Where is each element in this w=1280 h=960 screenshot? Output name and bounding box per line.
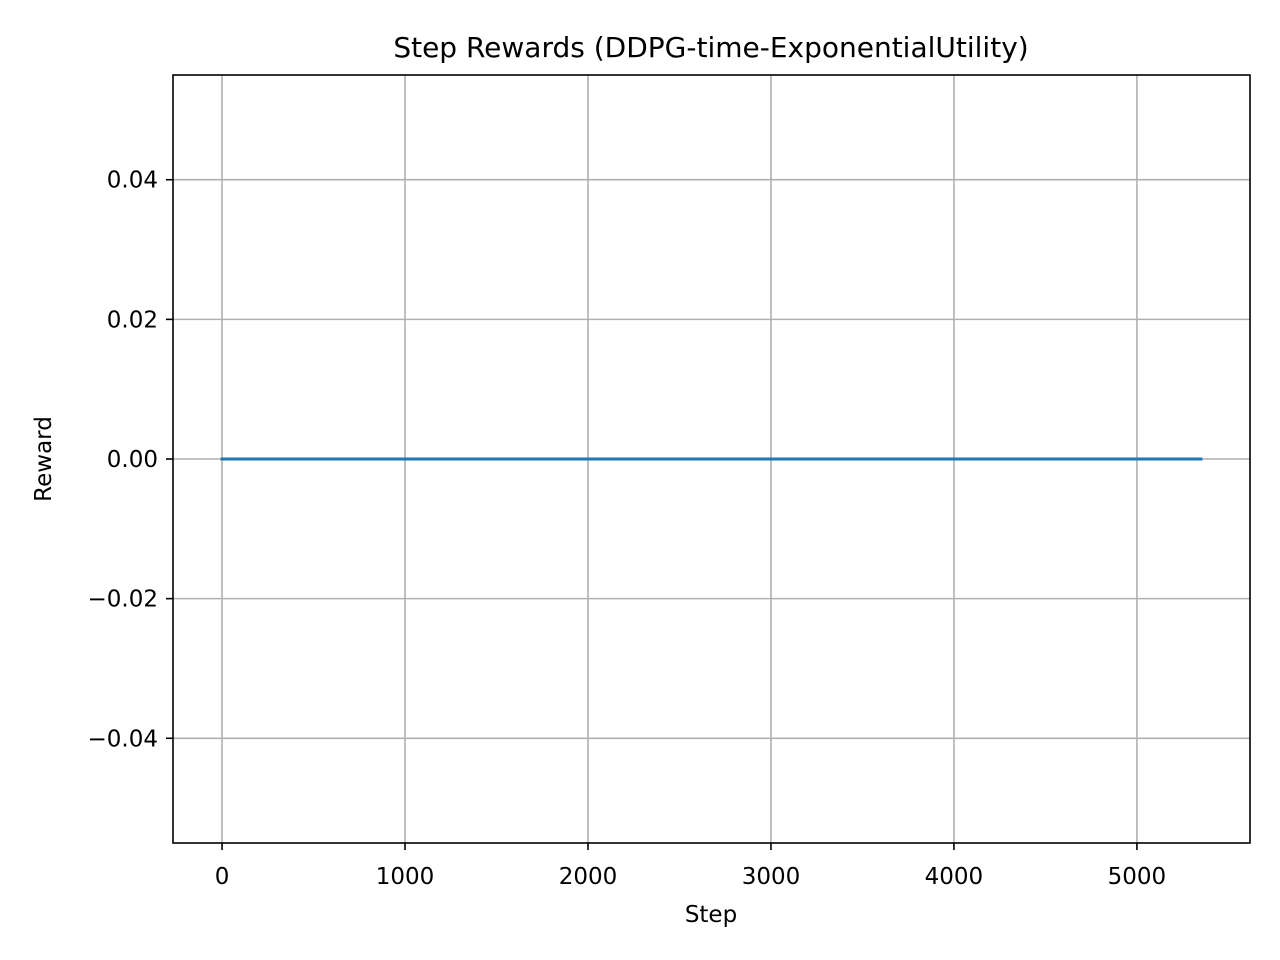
y-tick-label: 0.02 <box>107 307 158 333</box>
y-tick-label: 0.00 <box>107 447 158 473</box>
x-tick-label: 2000 <box>559 864 618 890</box>
y-tick-label: −0.02 <box>88 587 158 613</box>
x-axis-label: Step <box>685 902 737 928</box>
x-tick-label: 4000 <box>925 864 984 890</box>
x-tick-label: 1000 <box>376 864 435 890</box>
x-tick-label: 3000 <box>742 864 801 890</box>
chart-title: Step Rewards (DDPG-time-ExponentialUtili… <box>393 31 1028 64</box>
x-tick-label: 5000 <box>1108 864 1167 890</box>
y-tick-label: 0.04 <box>107 168 158 194</box>
x-tick-label: 0 <box>215 864 230 890</box>
y-tick-label: −0.04 <box>88 726 158 752</box>
ticks: 0 1000 2000 3000 4000 5000 0.04 0.02 0.00 −0.02 −0… <box>88 168 1167 890</box>
y-axis-label: Reward <box>31 416 57 502</box>
